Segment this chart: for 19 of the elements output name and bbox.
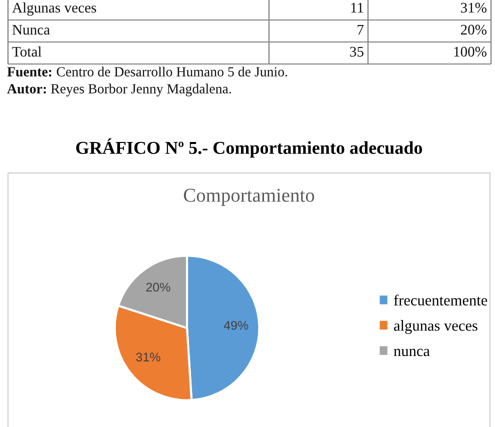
data-label: 7 bbox=[358, 24, 364, 35]
text: Autor: Reyes Borbor Jenny Magdalena. bbox=[7, 84, 231, 96]
legend-label: frecuentemente bbox=[394, 294, 488, 306]
data-label: 20% bbox=[460, 24, 487, 35]
data-label: 31% bbox=[136, 352, 160, 362]
data-label: 11 bbox=[351, 2, 364, 13]
legend-label: nunca bbox=[394, 348, 430, 356]
category-label: Total bbox=[12, 46, 42, 57]
legend-label: algunas veces bbox=[394, 320, 478, 334]
source-note: Fuente: Centro de Desarrollo Humano 5 de Junio. bbox=[7, 66, 288, 77]
chart-subtitle: Comportamiento bbox=[184, 188, 314, 206]
data-label: 49% bbox=[224, 320, 248, 330]
data-label: 31% bbox=[460, 2, 487, 13]
category-label: Algunas veces bbox=[12, 2, 96, 16]
data-label: 100% bbox=[454, 46, 487, 57]
data-label: 20% bbox=[146, 282, 170, 292]
data-label: 35 bbox=[350, 46, 364, 57]
category-label: Nunca bbox=[12, 24, 50, 35]
chart-title: GRÁFICO Nº 5.- Comportamiento adecuado bbox=[76, 138, 422, 158]
